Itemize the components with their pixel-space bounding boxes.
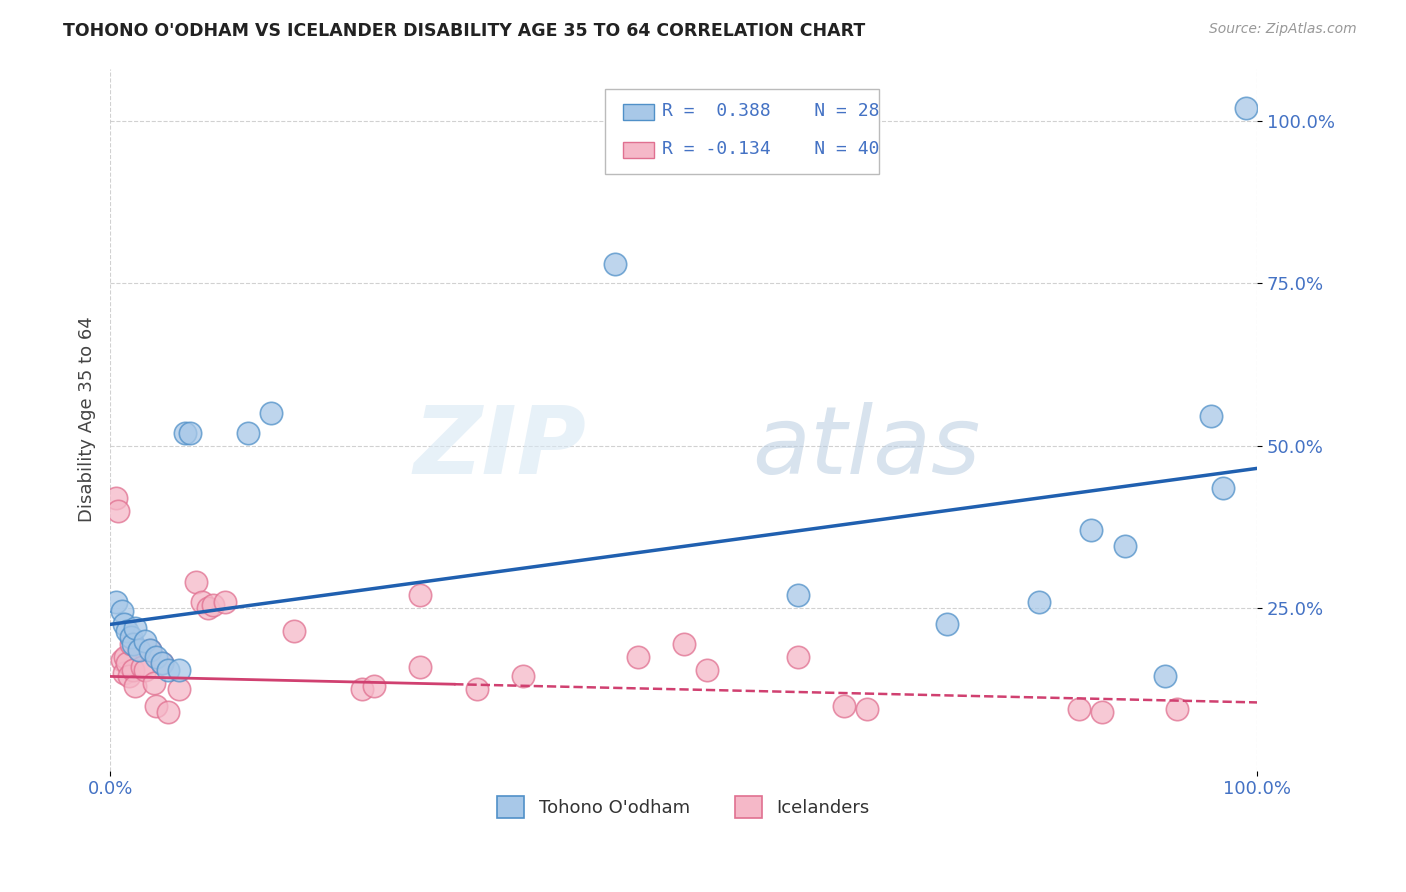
Point	[1028, 594, 1050, 608]
Point	[202, 598, 225, 612]
Y-axis label: Disability Age 35 to 64: Disability Age 35 to 64	[79, 317, 96, 523]
Point	[352, 682, 374, 697]
Point	[1212, 481, 1234, 495]
Point	[856, 702, 879, 716]
Point	[214, 594, 236, 608]
Point	[122, 637, 145, 651]
Point	[139, 643, 162, 657]
Point	[1154, 669, 1177, 683]
Point	[112, 617, 135, 632]
Point	[832, 698, 855, 713]
Point	[120, 631, 142, 645]
Text: TOHONO O'ODHAM VS ICELANDER DISABILITY AGE 35 TO 64 CORRELATION CHART: TOHONO O'ODHAM VS ICELANDER DISABILITY A…	[63, 22, 866, 40]
Point	[1199, 409, 1222, 424]
Point	[117, 657, 139, 671]
Point	[167, 663, 190, 677]
Point	[104, 491, 127, 505]
Point	[1080, 523, 1102, 537]
Point	[1114, 540, 1136, 554]
Point	[173, 425, 195, 440]
Point	[186, 575, 208, 590]
Point	[260, 406, 283, 420]
Text: atlas: atlas	[752, 402, 980, 493]
Point	[787, 588, 810, 602]
Point	[512, 669, 534, 683]
Point	[167, 682, 190, 697]
Point	[1091, 705, 1114, 719]
Text: Source: ZipAtlas.com: Source: ZipAtlas.com	[1209, 22, 1357, 37]
Point	[111, 653, 134, 667]
Point	[131, 659, 153, 673]
Point	[603, 256, 626, 270]
Point	[672, 637, 695, 651]
Point	[197, 601, 219, 615]
Point	[124, 621, 146, 635]
Point	[1069, 702, 1091, 716]
Text: R = -0.134    N = 40: R = -0.134 N = 40	[662, 140, 880, 158]
Point	[114, 649, 136, 664]
Point	[112, 666, 135, 681]
Point	[1166, 702, 1188, 716]
Point	[128, 643, 150, 657]
Point	[409, 588, 432, 602]
Point	[236, 425, 259, 440]
Text: ZIP: ZIP	[413, 401, 586, 493]
Point	[936, 617, 959, 632]
Point	[363, 679, 385, 693]
Point	[283, 624, 305, 638]
Point	[1234, 101, 1257, 115]
Point	[104, 594, 127, 608]
Point	[150, 657, 173, 671]
Point	[128, 643, 150, 657]
Point	[150, 657, 173, 671]
Point	[107, 503, 129, 517]
Point	[787, 649, 810, 664]
Text: R =  0.388    N = 28: R = 0.388 N = 28	[662, 103, 880, 120]
Point	[191, 594, 214, 608]
Point	[142, 676, 165, 690]
Point	[124, 679, 146, 693]
Point	[120, 637, 142, 651]
Point	[139, 643, 162, 657]
Point	[465, 682, 488, 697]
Point	[179, 425, 201, 440]
Point	[696, 663, 718, 677]
Point	[145, 649, 167, 664]
Point	[409, 659, 432, 673]
Point	[117, 669, 139, 683]
Point	[111, 604, 134, 618]
Point	[134, 663, 156, 677]
Point	[122, 663, 145, 677]
Point	[117, 624, 139, 638]
Legend: Tohono O'odham, Icelanders: Tohono O'odham, Icelanders	[491, 789, 877, 825]
Point	[156, 705, 179, 719]
Point	[156, 663, 179, 677]
Point	[627, 649, 650, 664]
Point	[134, 633, 156, 648]
Point	[145, 698, 167, 713]
